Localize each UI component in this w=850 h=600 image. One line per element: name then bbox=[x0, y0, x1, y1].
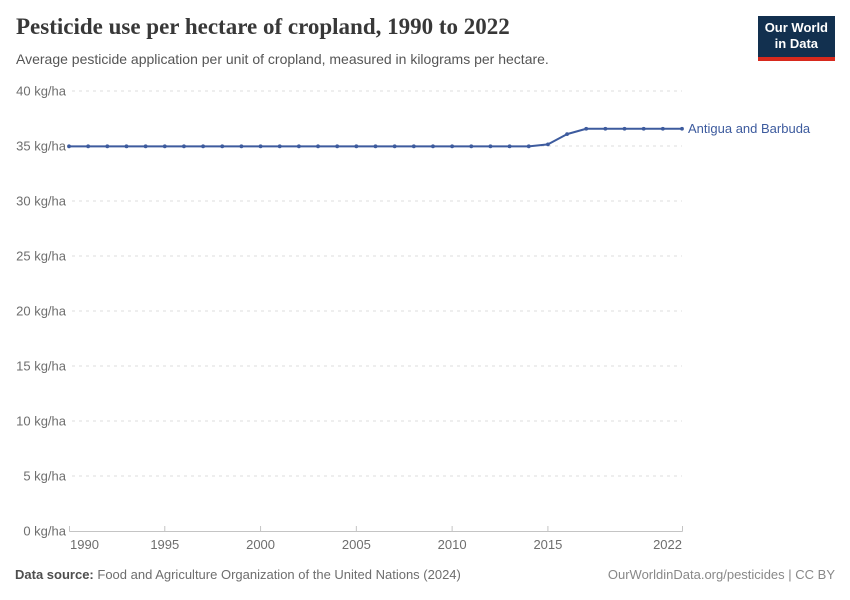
y-tick-label-0: 0 kg/ha bbox=[23, 524, 66, 539]
data-point-1999[interactable] bbox=[239, 144, 244, 149]
y-tick-label-5: 5 kg/ha bbox=[23, 469, 66, 484]
data-point-2022[interactable] bbox=[680, 126, 684, 131]
y-tick-label-30: 30 kg/ha bbox=[16, 194, 67, 209]
credit-link[interactable]: OurWorldinData.org/pesticides | CC BY bbox=[607, 567, 835, 582]
data-point-2013[interactable] bbox=[507, 144, 512, 149]
owid-logo[interactable]: Our World in Data bbox=[757, 16, 835, 61]
data-point-1994[interactable] bbox=[143, 144, 148, 149]
data-point-1997[interactable] bbox=[201, 144, 205, 149]
data-source-label: Data source: bbox=[15, 567, 94, 582]
chart-footer: Data source: Food and Agriculture Organi… bbox=[15, 567, 835, 582]
y-tick-label-15: 15 kg/ha bbox=[16, 359, 67, 374]
data-point-2021[interactable] bbox=[660, 126, 665, 131]
data-point-2018[interactable] bbox=[603, 126, 608, 131]
data-source: Data source: Food and Agriculture Organi… bbox=[15, 567, 461, 582]
data-point-2014[interactable] bbox=[526, 144, 531, 149]
chart-subtitle: Average pesticide application per unit o… bbox=[16, 51, 549, 67]
x-tick-label-1995: 1995 bbox=[150, 537, 179, 552]
data-point-2003[interactable] bbox=[316, 144, 320, 149]
x-tick-label-2015: 2015 bbox=[533, 537, 562, 552]
data-point-2017[interactable] bbox=[584, 126, 589, 131]
logo-line-2: in Data bbox=[774, 36, 819, 52]
data-point-1990[interactable] bbox=[67, 144, 71, 149]
data-point-2011[interactable] bbox=[469, 144, 474, 149]
chart-title: Pesticide use per hectare of cropland, 1… bbox=[16, 14, 510, 39]
data-point-2008[interactable] bbox=[411, 144, 416, 149]
line-chart: 0 kg/ha 5 kg/ha 10 kg/ha 15 kg/ha 20 kg/ha 25… bbox=[16, 85, 811, 552]
x-tick-label-2022: 2022 bbox=[653, 537, 682, 552]
data-point-1992[interactable] bbox=[105, 144, 110, 149]
data-point-2020[interactable] bbox=[641, 126, 646, 131]
data-point-2004[interactable] bbox=[335, 144, 340, 149]
y-tick-label-35: 35 kg/ha bbox=[16, 139, 67, 154]
y-tick-label-40: 40 kg/ha bbox=[16, 85, 67, 99]
series-line-antigua-and-barbuda[interactable] bbox=[68, 127, 683, 148]
y-tick-label-20: 20 kg/ha bbox=[16, 304, 67, 319]
data-point-2016[interactable] bbox=[565, 132, 569, 137]
x-tick-label-1990: 1990 bbox=[70, 537, 99, 552]
data-point-1995[interactable] bbox=[162, 144, 167, 149]
data-point-1996[interactable] bbox=[182, 144, 186, 149]
series-label-antigua-and-barbuda[interactable]: Antigua and Barbuda bbox=[688, 121, 811, 136]
data-point-2005[interactable] bbox=[354, 144, 359, 149]
data-point-1998[interactable] bbox=[220, 144, 225, 149]
y-tick-label-10: 10 kg/ha bbox=[16, 414, 67, 429]
data-point-1991[interactable] bbox=[86, 144, 91, 149]
data-point-2007[interactable] bbox=[392, 144, 397, 149]
data-point-2012[interactable] bbox=[488, 144, 493, 149]
logo-line-1: Our World bbox=[764, 20, 828, 35]
data-point-2001[interactable] bbox=[277, 144, 282, 149]
data-point-1993[interactable] bbox=[124, 144, 129, 149]
y-tick-label-25: 25 kg/ha bbox=[16, 249, 67, 264]
data-point-2006[interactable] bbox=[373, 144, 378, 149]
data-point-2000[interactable] bbox=[258, 144, 263, 149]
data-point-2002[interactable] bbox=[296, 144, 301, 149]
x-tick-label-2010: 2010 bbox=[438, 537, 467, 552]
data-point-2010[interactable] bbox=[450, 144, 455, 149]
data-point-2015[interactable] bbox=[546, 142, 550, 147]
data-point-2009[interactable] bbox=[431, 144, 435, 149]
data-point-2019[interactable] bbox=[622, 126, 627, 131]
x-tick-label-2000: 2000 bbox=[246, 537, 275, 552]
data-source-text: Food and Agriculture Organization of the… bbox=[97, 567, 461, 582]
x-tick-label-2005: 2005 bbox=[342, 537, 371, 552]
